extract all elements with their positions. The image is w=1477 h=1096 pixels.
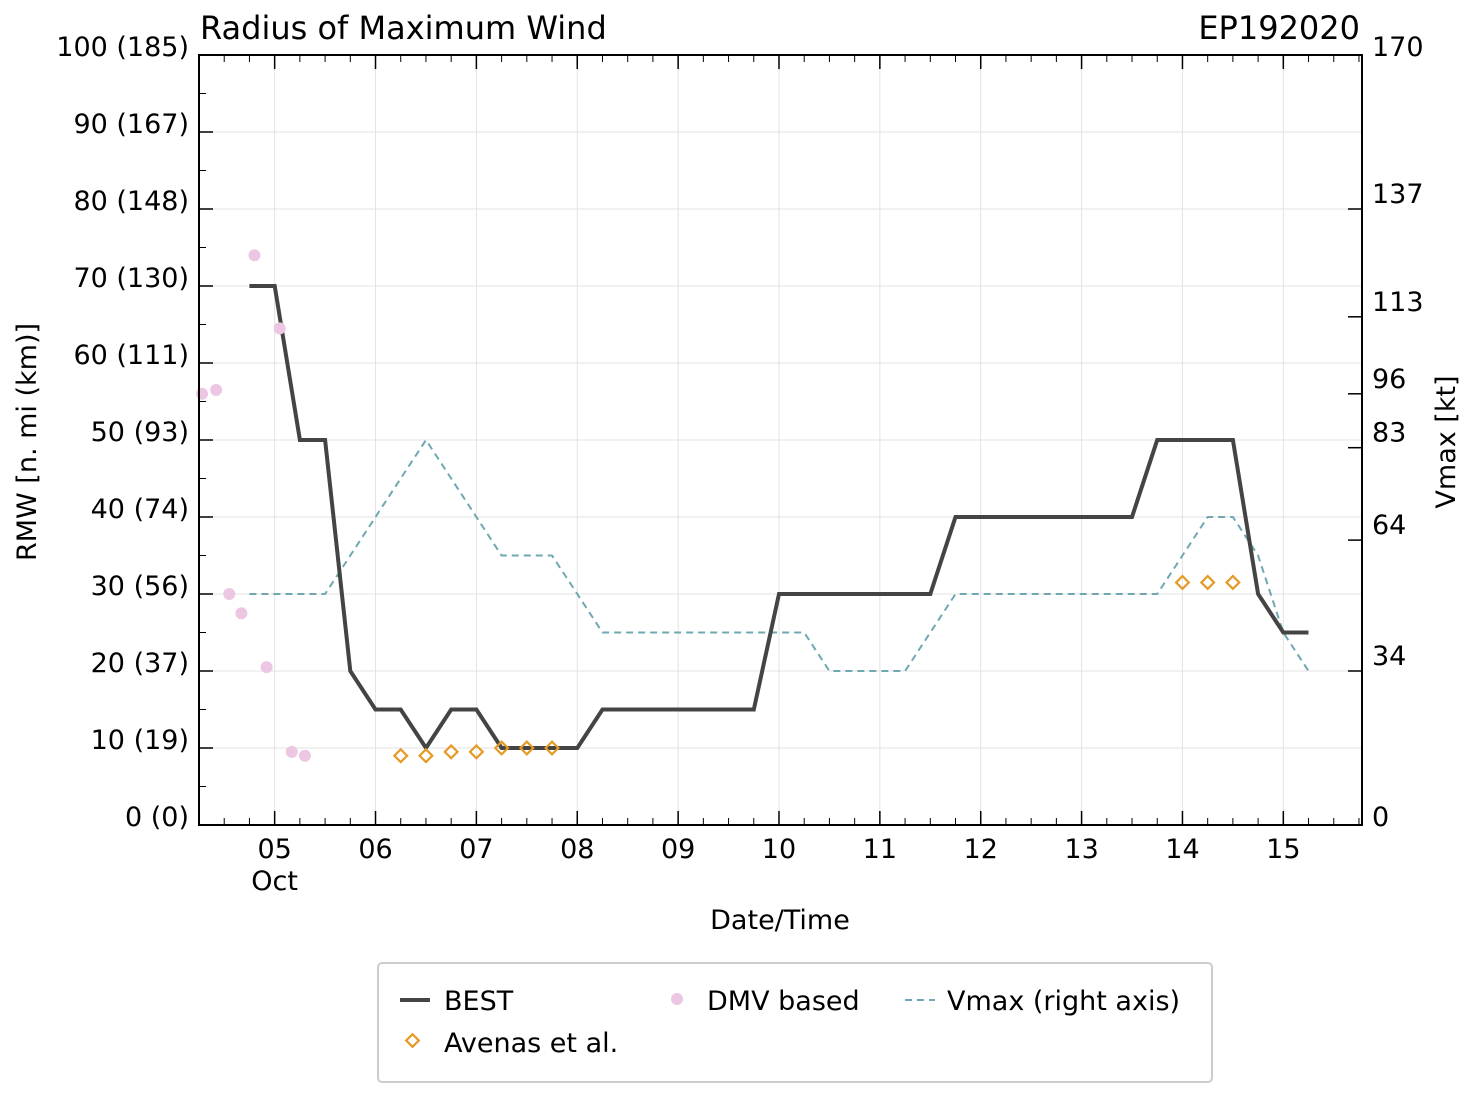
- y-right-tick-label: 34: [1372, 641, 1406, 672]
- dmv-point: [298, 749, 311, 762]
- y-right-tick-label: 137: [1372, 179, 1424, 210]
- y-right-tick-label: 170: [1372, 32, 1424, 63]
- avenas-point: [1224, 574, 1241, 591]
- dmv-point: [196, 387, 209, 400]
- x-tick-label: 09: [661, 834, 695, 865]
- avenas-point: [1199, 574, 1216, 591]
- y-right-tick-label: 96: [1372, 364, 1406, 395]
- best-series: [249, 284, 1309, 752]
- y-right-tick-label: 113: [1372, 287, 1424, 318]
- y-tick-label: 50 (93): [91, 417, 189, 448]
- y-tick-label: 40 (74): [91, 494, 189, 525]
- x-tick-sublabel: Oct: [251, 866, 298, 897]
- y-axis-label: RMW [n. mi (km)]: [12, 323, 43, 561]
- avenas-point: [518, 740, 535, 756]
- storm-id: EP192020: [1198, 9, 1360, 47]
- x-tick-label: 12: [964, 834, 998, 865]
- y-tick-label: 10 (19): [91, 725, 189, 756]
- legend: BEST DMV based Vmax (right axis) Avenas …: [377, 962, 1213, 1083]
- vmax-line: [249, 438, 1310, 672]
- y-tick-label: 30 (56): [91, 571, 189, 602]
- x-tick-label: 14: [1165, 834, 1199, 865]
- vmax-series: [249, 438, 1310, 672]
- y-tick-label: 100 (185): [56, 32, 189, 63]
- avenas-series: [392, 574, 1241, 764]
- legend-best-label: BEST: [444, 986, 514, 1017]
- y-right-tick-label: 0: [1372, 802, 1389, 833]
- legend-avenas-label: Avenas et al.: [444, 1028, 618, 1059]
- dmv-point: [235, 607, 248, 620]
- x-tick-label: 15: [1266, 834, 1300, 865]
- y-tick-label: 60 (111): [73, 340, 189, 371]
- y-right-tick-label: 64: [1372, 510, 1406, 541]
- avenas-point: [392, 747, 409, 764]
- x-tick-label: 06: [358, 834, 392, 865]
- avenas-point: [493, 740, 510, 756]
- x-tick-label: 05: [257, 834, 291, 865]
- y-axis-right: 0 34 64 83 96 113 137 170: [1348, 32, 1424, 833]
- y-tick-label: 70 (130): [73, 263, 189, 294]
- x-tick-label: 10: [762, 834, 796, 865]
- avenas-point: [418, 747, 434, 764]
- y-axis-left: 0 (0) 10 (19) 20 (37) 30 (56) 40 (74) 50 (93)…: [56, 32, 213, 833]
- dmv-point: [223, 588, 236, 600]
- legend-avenas-swatch: [404, 1032, 421, 1049]
- x-tick-label: 07: [459, 834, 493, 865]
- y-tick-label: 20 (37): [91, 648, 189, 679]
- dmv-point: [248, 249, 261, 262]
- x-axis-label: Date/Time: [710, 905, 850, 936]
- y-axis-right-label: Vmax [kt]: [1431, 375, 1462, 508]
- dmv-point: [260, 661, 273, 674]
- dmv-point: [273, 322, 286, 335]
- legend-dmv-swatch: [671, 993, 683, 1005]
- y-tick-label: 80 (148): [73, 186, 189, 217]
- x-tick-label: 13: [1064, 834, 1098, 865]
- legend-vmax-label: Vmax (right axis): [947, 986, 1180, 1017]
- y-tick-label: 0 (0): [125, 802, 189, 833]
- avenas-point: [468, 743, 485, 760]
- best-line: [249, 284, 1309, 752]
- avenas-point: [443, 743, 460, 760]
- dmv-point: [210, 383, 223, 396]
- y-tick-label: 90 (167): [73, 109, 189, 140]
- avenas-point: [544, 740, 560, 756]
- avenas-point: [1174, 574, 1191, 591]
- legend-dmv-label: DMV based: [707, 986, 860, 1017]
- x-tick-label: 11: [863, 834, 897, 865]
- chart-title: Radius of Maximum Wind: [200, 9, 607, 47]
- dmv-point: [285, 745, 298, 758]
- x-tick-label: 08: [560, 834, 594, 865]
- y-right-tick-label: 83: [1372, 418, 1406, 449]
- dmv-series: [196, 249, 311, 762]
- legend-box: [377, 962, 1213, 1083]
